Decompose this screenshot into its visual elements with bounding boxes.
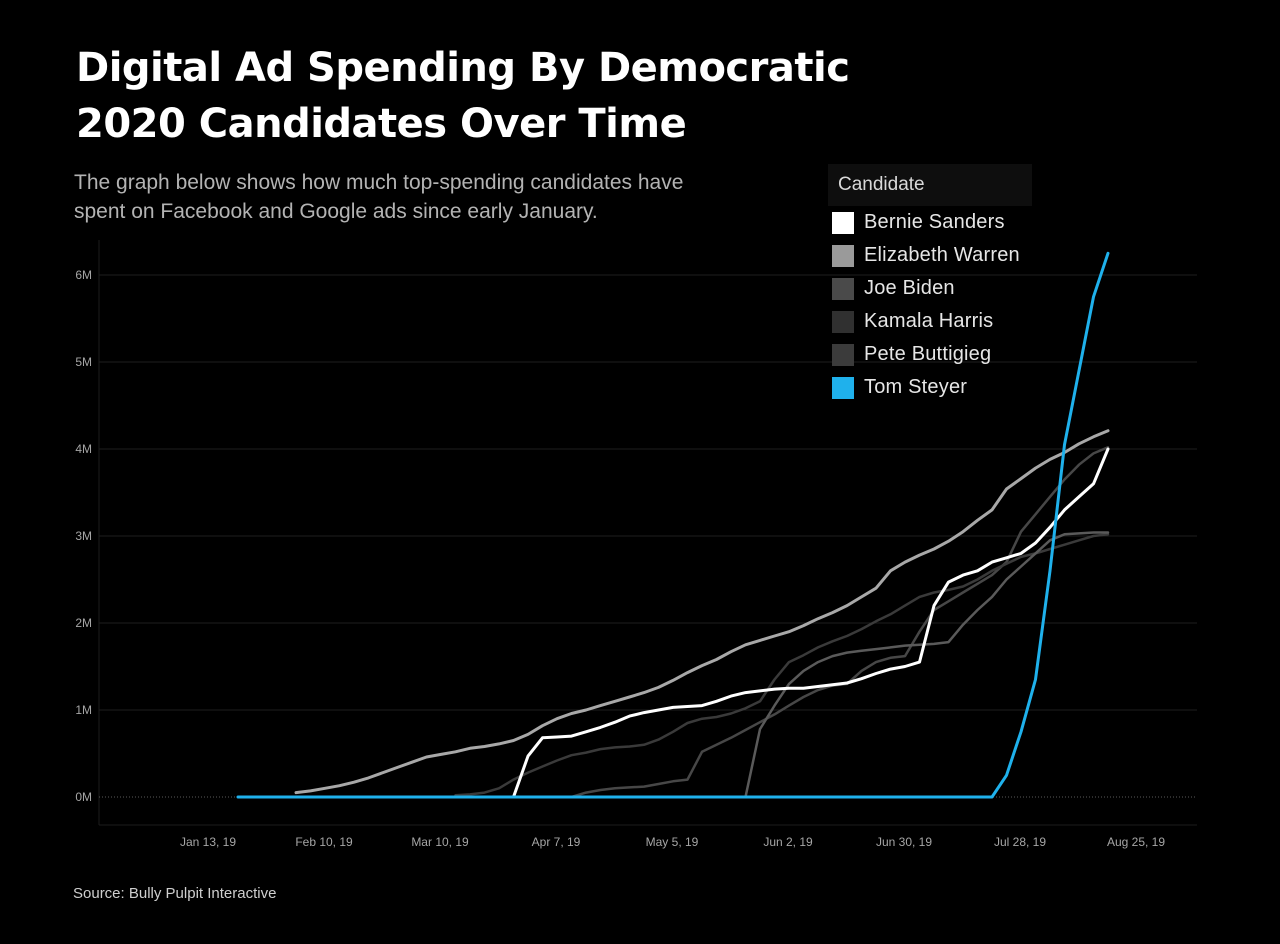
legend-swatch bbox=[832, 343, 854, 366]
y-tick-label: 2M bbox=[75, 616, 92, 630]
x-tick-label: Jun 2, 19 bbox=[763, 835, 813, 849]
y-tick-label: 4M bbox=[75, 442, 92, 456]
legend-label: Elizabeth Warren bbox=[864, 244, 1020, 266]
x-tick-label: Aug 25, 19 bbox=[1107, 835, 1165, 849]
legend-title: Candidate bbox=[828, 164, 1032, 206]
legend-label: Joe Biden bbox=[864, 277, 955, 299]
series-lines bbox=[236, 251, 1110, 799]
legend-item-pete-buttigieg[interactable]: Pete Buttigieg bbox=[828, 338, 1062, 371]
legend-item-bernie-sanders[interactable]: Bernie Sanders bbox=[828, 206, 1062, 239]
subtitle-line-2: spent on Facebook and Google ads since e… bbox=[74, 200, 598, 223]
legend-label: Tom Steyer bbox=[864, 376, 968, 398]
legend-swatch bbox=[832, 244, 854, 267]
series-line-elizabeth-warren[interactable] bbox=[294, 429, 1110, 795]
legend-swatch bbox=[832, 211, 854, 234]
y-tick-label: 1M bbox=[75, 703, 92, 717]
legend-swatch bbox=[832, 310, 854, 333]
x-tick-label: Apr 7, 19 bbox=[532, 835, 581, 849]
x-tick-label: Jun 30, 19 bbox=[876, 835, 932, 849]
subtitle-line-1: The graph below shows how much top-spend… bbox=[74, 171, 684, 194]
x-tick-label: Feb 10, 19 bbox=[295, 835, 353, 849]
legend-swatch bbox=[832, 376, 854, 399]
x-axis-ticks: Jan 13, 19 Feb 10, 19 Mar 10, 19 Apr 7, 19 M… bbox=[180, 835, 1165, 849]
legend: Candidate Bernie Sanders Elizabeth Warre… bbox=[828, 164, 1062, 404]
legend-swatch bbox=[832, 277, 854, 300]
y-axis-ticks: 0M 1M 2M 3M 4M 5M 6M bbox=[75, 268, 92, 804]
legend-label: Bernie Sanders bbox=[864, 211, 1005, 233]
title-line-2: 2020 Candidates Over Time bbox=[76, 101, 687, 147]
series-line-kamala-harris[interactable] bbox=[454, 533, 1110, 797]
y-tick-label: 3M bbox=[75, 529, 92, 543]
title-line-1: Digital Ad Spending By Democratic bbox=[76, 45, 850, 91]
legend-item-joe-biden[interactable]: Joe Biden bbox=[828, 272, 1062, 305]
legend-label: Pete Buttigieg bbox=[864, 343, 992, 365]
legend-item-kamala-harris[interactable]: Kamala Harris bbox=[828, 305, 1062, 338]
series-line-pete-buttigieg[interactable] bbox=[352, 446, 1110, 799]
y-tick-label: 0M bbox=[75, 790, 92, 804]
series-line-tom-steyer[interactable] bbox=[236, 251, 1110, 799]
legend-item-elizabeth-warren[interactable]: Elizabeth Warren bbox=[828, 239, 1062, 272]
x-tick-label: May 5, 19 bbox=[646, 835, 699, 849]
source-note: Source: Bully Pulpit Interactive bbox=[73, 885, 277, 902]
y-tick-label: 6M bbox=[75, 268, 92, 282]
chart-title: Digital Ad Spending By Democratic 2020 C… bbox=[76, 40, 976, 152]
grid-lines bbox=[98, 240, 1197, 826]
x-tick-label: Jul 28, 19 bbox=[994, 835, 1046, 849]
y-tick-label: 5M bbox=[75, 355, 92, 369]
legend-item-tom-steyer[interactable]: Tom Steyer bbox=[828, 371, 1062, 404]
x-tick-label: Mar 10, 19 bbox=[411, 835, 469, 849]
x-tick-label: Jan 13, 19 bbox=[180, 835, 236, 849]
legend-label: Kamala Harris bbox=[864, 310, 994, 332]
chart-subtitle: The graph below shows how much top-spend… bbox=[74, 168, 814, 226]
